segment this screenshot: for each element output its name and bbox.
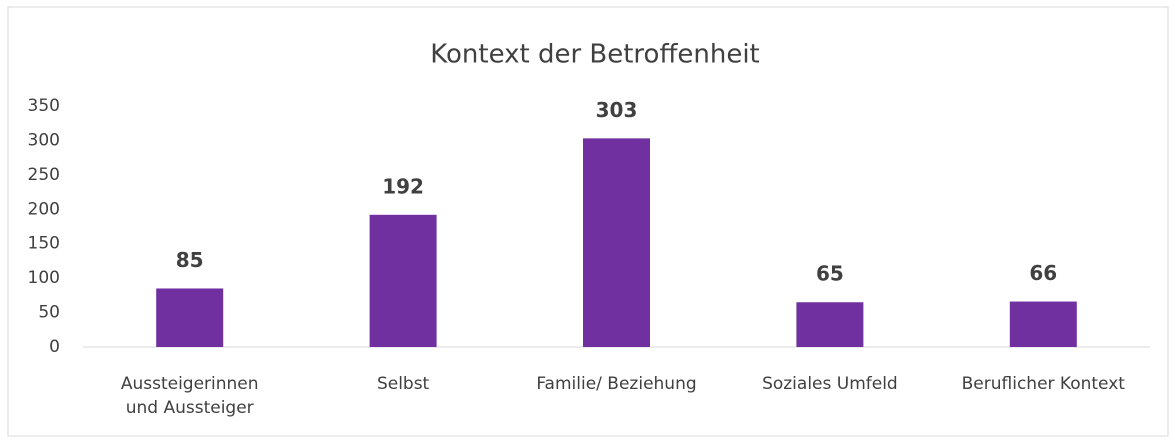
y-tick-label: 0 <box>49 337 60 357</box>
x-tick-label: Soziales Umfeld <box>762 374 898 394</box>
x-tick-label: Familie/ Beziehung <box>536 374 696 394</box>
y-tick-label: 250 <box>28 165 60 185</box>
y-tick-label: 300 <box>28 130 60 150</box>
x-tick-label: Selbst <box>377 374 430 394</box>
y-tick-label: 100 <box>28 268 60 288</box>
data-label: 66 <box>1029 261 1057 285</box>
y-tick-label: 200 <box>28 199 60 219</box>
chart-title: Kontext der Betroffenheit <box>430 40 760 70</box>
bar <box>1009 301 1077 347</box>
data-label: 192 <box>382 174 424 198</box>
data-label: 303 <box>596 98 638 122</box>
x-tick-label: Beruflicher Kontext <box>962 374 1126 394</box>
data-label: 65 <box>816 262 844 286</box>
bar <box>796 302 864 347</box>
bar <box>369 214 437 347</box>
y-tick-label: 150 <box>28 234 60 254</box>
x-tick-label: Aussteigerinnen und Aussteiger <box>121 374 259 418</box>
data-label: 85 <box>176 248 204 272</box>
y-tick-label: 50 <box>38 303 60 323</box>
y-tick-label: 350 <box>28 96 60 116</box>
bar <box>583 138 650 347</box>
bar <box>156 288 224 347</box>
